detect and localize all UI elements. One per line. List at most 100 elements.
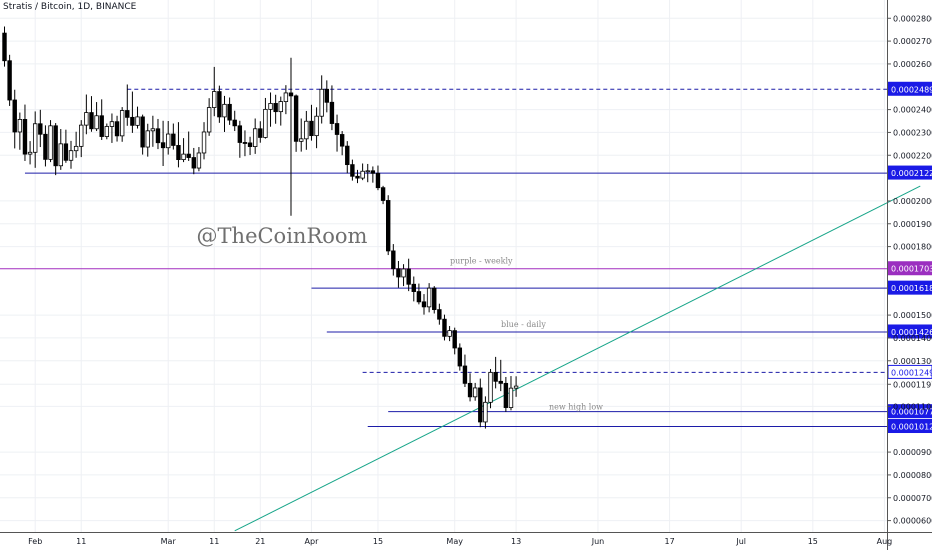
candle-body-55 [283,92,289,103]
candle-body-3 [17,119,23,133]
candle-body-30 [155,128,161,144]
candle-body-91 [467,382,473,398]
y-tick-label-14: 0.0000900 [893,448,932,457]
y-tick-label-13: 0.0001100 [893,402,932,411]
level-label-7: 0.0001012 [891,423,932,432]
candle-body-22 [114,121,120,137]
annotation-new-high-low: new high low [549,403,603,412]
candle-body-26 [135,116,140,126]
candle-body-100 [513,385,519,389]
candle-body-24 [125,110,130,118]
candle-layer [2,26,519,429]
candle-body-18 [94,115,99,130]
level-label-4: 0.0001426 [891,328,932,337]
candle-body-44 [227,103,232,121]
candle-body-4 [22,119,28,155]
candle-body-34 [176,145,181,160]
candle-body-58 [299,138,304,142]
candle-body-99 [508,387,514,408]
candle-body-85 [437,309,442,320]
candle-body-89 [457,347,463,367]
candle-body-32 [166,133,171,149]
candle-body-6 [32,123,38,153]
y-tick-label-0: 0.0002800 [893,14,932,23]
y-tick-label-15: 0.0000800 [893,471,932,480]
candle-body-49 [252,128,258,147]
candle-body-39 [201,131,207,154]
candle-body-62 [319,88,324,117]
candle-body-37 [191,157,196,169]
candle-body-50 [258,128,263,138]
level-label-3: 0.0001618 [891,284,932,293]
y-tick-label-12: 0.0001197 [893,380,932,389]
watermark-text: @TheCoinRoom [197,224,368,248]
candle-body-94 [483,401,488,423]
candle-body-80 [411,283,416,292]
candle-body-48 [247,142,253,147]
candle-body-38 [196,152,202,169]
y-tick-label-4: 0.0002300 [893,128,932,137]
x-tick-label-5: Apr [305,537,320,546]
candle-body-84 [432,287,437,311]
candle-body-46 [237,125,243,143]
trend-layer [234,185,921,532]
annotation-blue-daily: blue - daily [501,320,546,329]
candle-body-36 [186,153,191,158]
candle-body-59 [304,120,309,140]
y-tick-label-6: 0.0002000 [893,197,932,206]
candle-body-31 [160,142,166,149]
annotation-purple-weekly: purple - weekly [450,257,513,266]
candle-body-63 [324,88,330,103]
annot-layer: purple - weekly blue - daily new high low [450,257,603,412]
candle-body-93 [478,387,483,423]
candle-body-19 [99,115,104,137]
candle-body-5 [27,151,33,155]
candle-body-42 [217,91,222,118]
candle-body-28 [145,130,150,148]
x-tick-label-6: 15 [373,537,383,546]
y-tick-label-8: 0.0001800 [893,243,932,252]
candle-body-35 [181,153,186,161]
candle-body-88 [452,330,457,349]
x-tick-label-12: 15 [808,537,818,546]
candle-body-2 [12,99,17,133]
candle-body-57 [293,95,299,142]
candle-body-33 [171,133,176,146]
candle-body-41 [212,91,217,108]
x-tick-label-9: Jun [591,537,605,546]
candle-body-16 [84,112,89,126]
candle-body-79 [406,268,411,285]
candle-body-64 [329,101,335,124]
candle-body-17 [89,112,94,130]
candle-body-47 [242,142,248,144]
trendline [234,185,921,532]
candle-body-90 [462,365,468,384]
candle-body-0 [2,32,7,62]
candle-body-15 [79,124,84,147]
y-tick-label-17: 0.0000600 [893,517,932,526]
candle-body-11 [58,143,63,167]
candle-body-95 [488,371,493,403]
candle-body-43 [222,103,227,118]
candle-body-1 [7,60,12,101]
candle-body-78 [401,268,406,278]
y-tick-label-5: 0.0002200 [893,151,932,160]
candle-body-8 [43,133,48,160]
candle-body-60 [309,120,314,137]
candle-body-68 [350,164,355,177]
level-label-1: 0.0002122 [891,169,932,178]
candle-body-66 [339,134,345,147]
y-tick-label-11: 0.0001300 [893,357,932,366]
candle-body-12 [63,143,69,161]
candle-body-83 [426,287,432,308]
candle-body-25 [130,116,135,126]
x-tick-label-0: Feb [28,537,42,546]
candle-body-87 [447,330,452,337]
candle-body-9 [48,125,53,160]
x-tick-label-3: 11 [209,537,219,546]
level-label-2: 0.0001703 [891,265,932,274]
x-tick-label-4: 21 [255,537,265,546]
level-label-0: 0.0002489 [891,85,932,94]
